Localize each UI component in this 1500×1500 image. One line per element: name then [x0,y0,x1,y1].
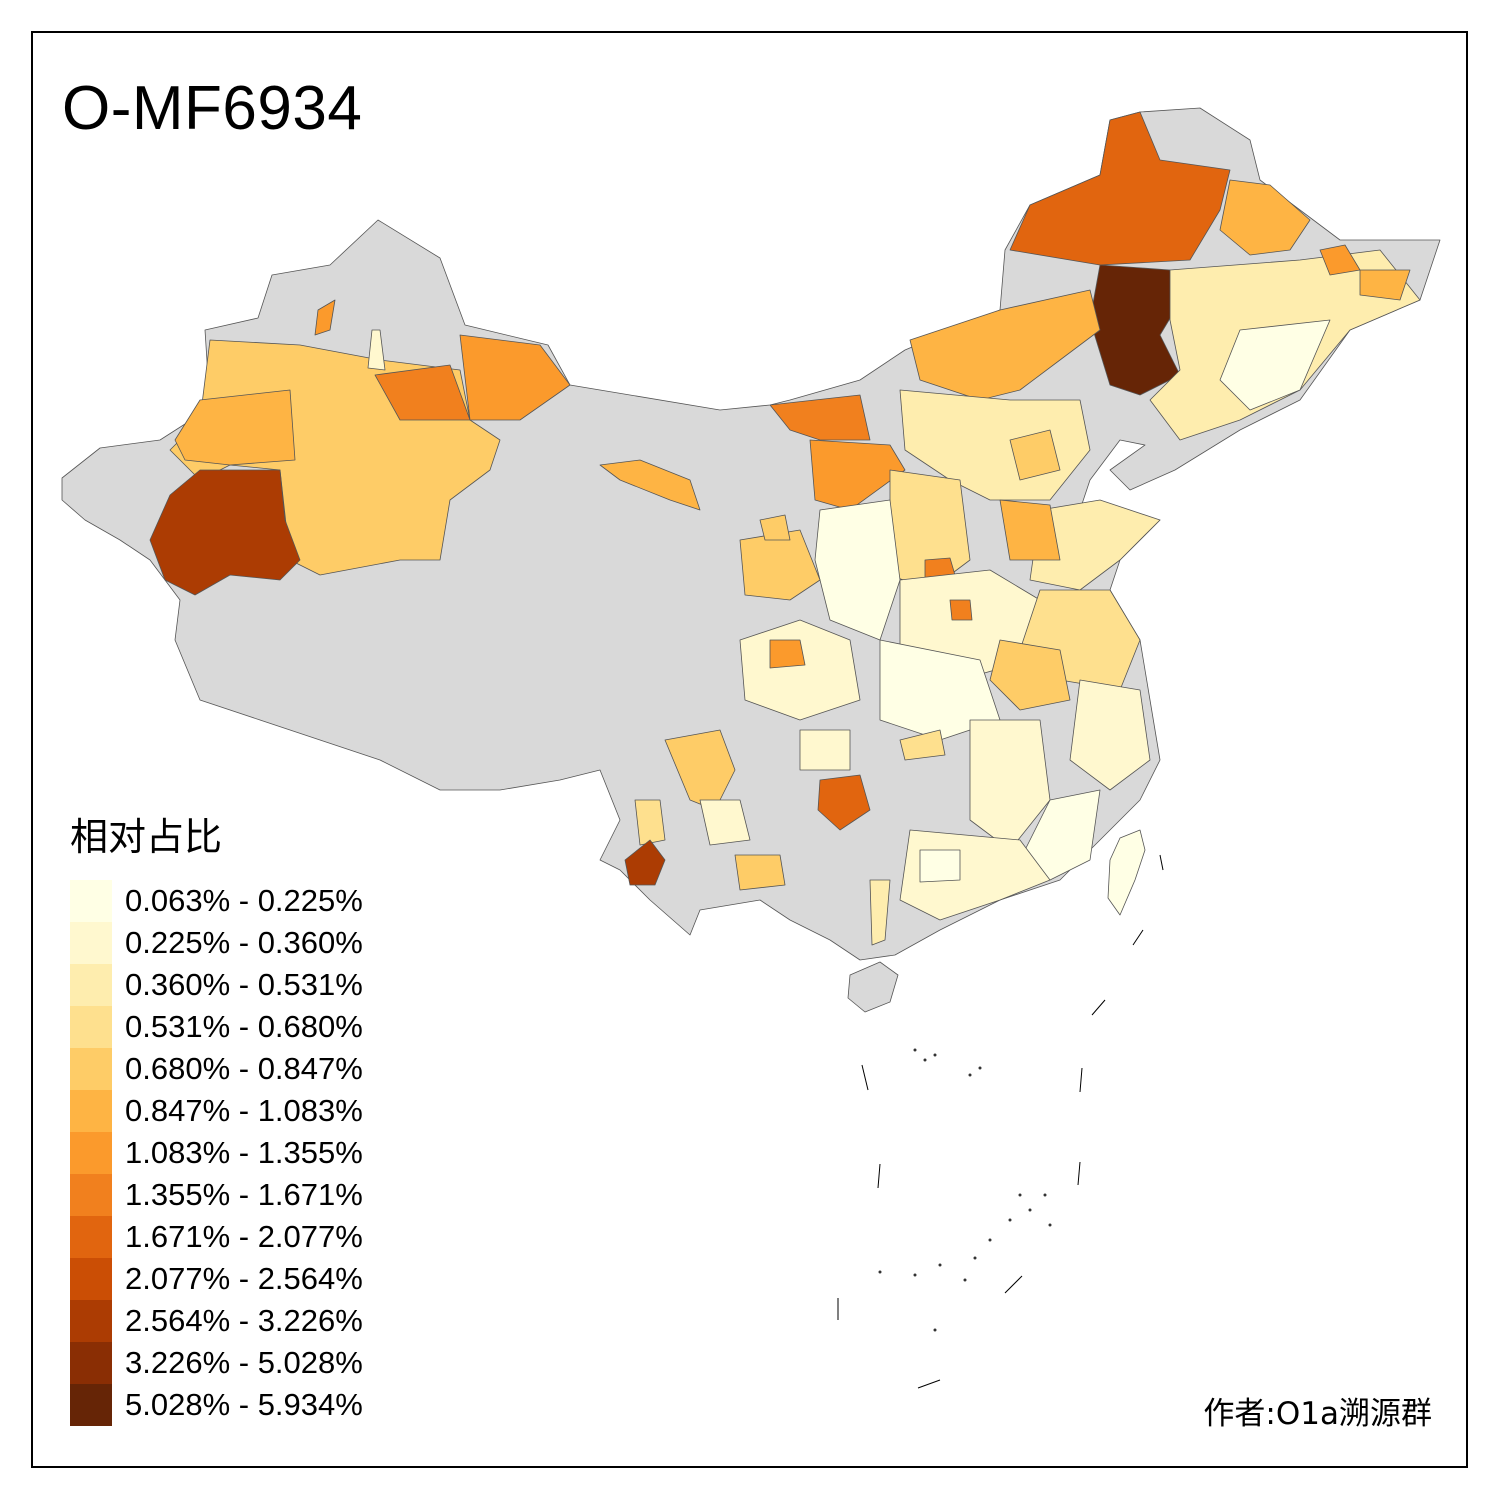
legend-swatch [70,1258,112,1300]
legend-label: 1.355% - 1.671% [125,1177,363,1212]
region-xj-kashgar [149,469,301,596]
map-title: O-MF6934 [62,74,363,143]
legend-swatch [70,922,112,964]
legend-label: 0.063% - 0.225% [125,883,363,918]
region-xj-small [367,329,386,371]
region-gansu-hexi [599,459,701,511]
legend-label: 3.226% - 5.028% [125,1345,363,1380]
legend-row: 5.028% - 5.934% [70,1384,363,1426]
legend-swatch [70,1048,112,1090]
region-xj-ili [174,389,296,466]
hainan-island [847,961,899,1013]
legend-row: 0.225% - 0.360% [70,922,363,964]
legend-swatch [70,1342,112,1384]
legend-label: 2.564% - 3.226% [125,1303,363,1338]
legend-row: 3.226% - 5.028% [70,1342,363,1384]
author-credit: 作者:O1a溯源群 [1203,1396,1432,1432]
legend-label: 0.360% - 0.531% [125,967,363,1002]
legend-row: 0.531% - 0.680% [70,1006,363,1048]
legend-row: 0.680% - 0.847% [70,1048,363,1090]
legend-items: 0.063% - 0.225% 0.225% - 0.360% 0.360% - 0… [70,880,363,1426]
legend-label: 0.680% - 0.847% [125,1051,363,1086]
legend-swatch [70,1216,112,1258]
legend-row: 1.671% - 2.077% [70,1216,363,1258]
region-hulunbuir [1009,111,1231,266]
legend-row: 0.847% - 1.083% [70,1090,363,1132]
legend-swatch [70,1090,112,1132]
legend-label: 1.671% - 2.077% [125,1219,363,1254]
legend-swatch [70,1300,112,1342]
map-frame [31,31,1468,1468]
legend-label: 5.028% - 5.934% [125,1387,363,1422]
legend-label: 0.847% - 1.083% [125,1093,363,1128]
region-beijing-area [1009,429,1061,481]
legend-row: 2.564% - 3.226% [70,1300,363,1342]
taiwan-island [1107,829,1146,916]
region-zhejiang [1069,679,1151,791]
region-guizhou-zunyi [817,774,871,831]
legend-row: 0.360% - 0.531% [70,964,363,1006]
legend-swatch [70,880,112,922]
legend: 相对占比 0.063% - 0.225% 0.225% - 0.360% 0.360… [70,818,363,1426]
region-anhui [989,639,1071,711]
legend-title: 相对占比 [70,815,223,859]
legend-row: 2.077% - 2.564% [70,1258,363,1300]
legend-label: 1.083% - 1.355% [125,1135,363,1170]
region-zhanjiang [869,879,891,946]
legend-row: 1.355% - 1.671% [70,1174,363,1216]
region-heilongjiang-north [1219,179,1311,256]
region-guangxi-north [919,849,961,883]
region-xishuangbanna [624,839,666,886]
region-zhengzhou [949,599,973,621]
legend-swatch [70,1384,112,1426]
region-jiamusi [1359,269,1411,301]
region-yunnan-west [634,799,666,846]
region-ordos [809,439,906,511]
region-yunnan-mid [699,799,751,846]
south-sea-islands [878,1048,1052,1332]
region-inner-mongolia-west [769,394,871,441]
region-yunnan-south [734,854,786,891]
legend-swatch [70,1006,112,1048]
legend-swatch [70,1132,112,1174]
legend-label: 0.531% - 0.680% [125,1009,363,1044]
south-china-sea-dashes [837,854,1164,1389]
region-lanzhou [759,514,791,541]
region-yunnan-north [664,729,736,811]
legend-swatch [70,964,112,1006]
region-hubei-west [899,729,946,761]
legend-label: 2.077% - 2.564% [125,1261,363,1296]
region-xj-hami [459,334,571,421]
legend-label: 0.225% - 0.360% [125,925,363,960]
region-shandong-west [999,499,1061,561]
legend-swatch [70,1174,112,1216]
region-jilin-east [1219,319,1331,411]
legend-row: 1.083% - 1.355% [70,1132,363,1174]
region-chongqing [799,729,851,771]
region-ningxia-gansu [739,529,821,601]
region-mianyang [769,639,806,669]
region-xj-karamay [314,299,336,336]
region-shandong [1029,499,1161,591]
legend-row: 0.063% - 0.225% [70,880,363,922]
region-jiangxi [969,719,1051,851]
region-inner-mongolia-mid [909,289,1101,401]
